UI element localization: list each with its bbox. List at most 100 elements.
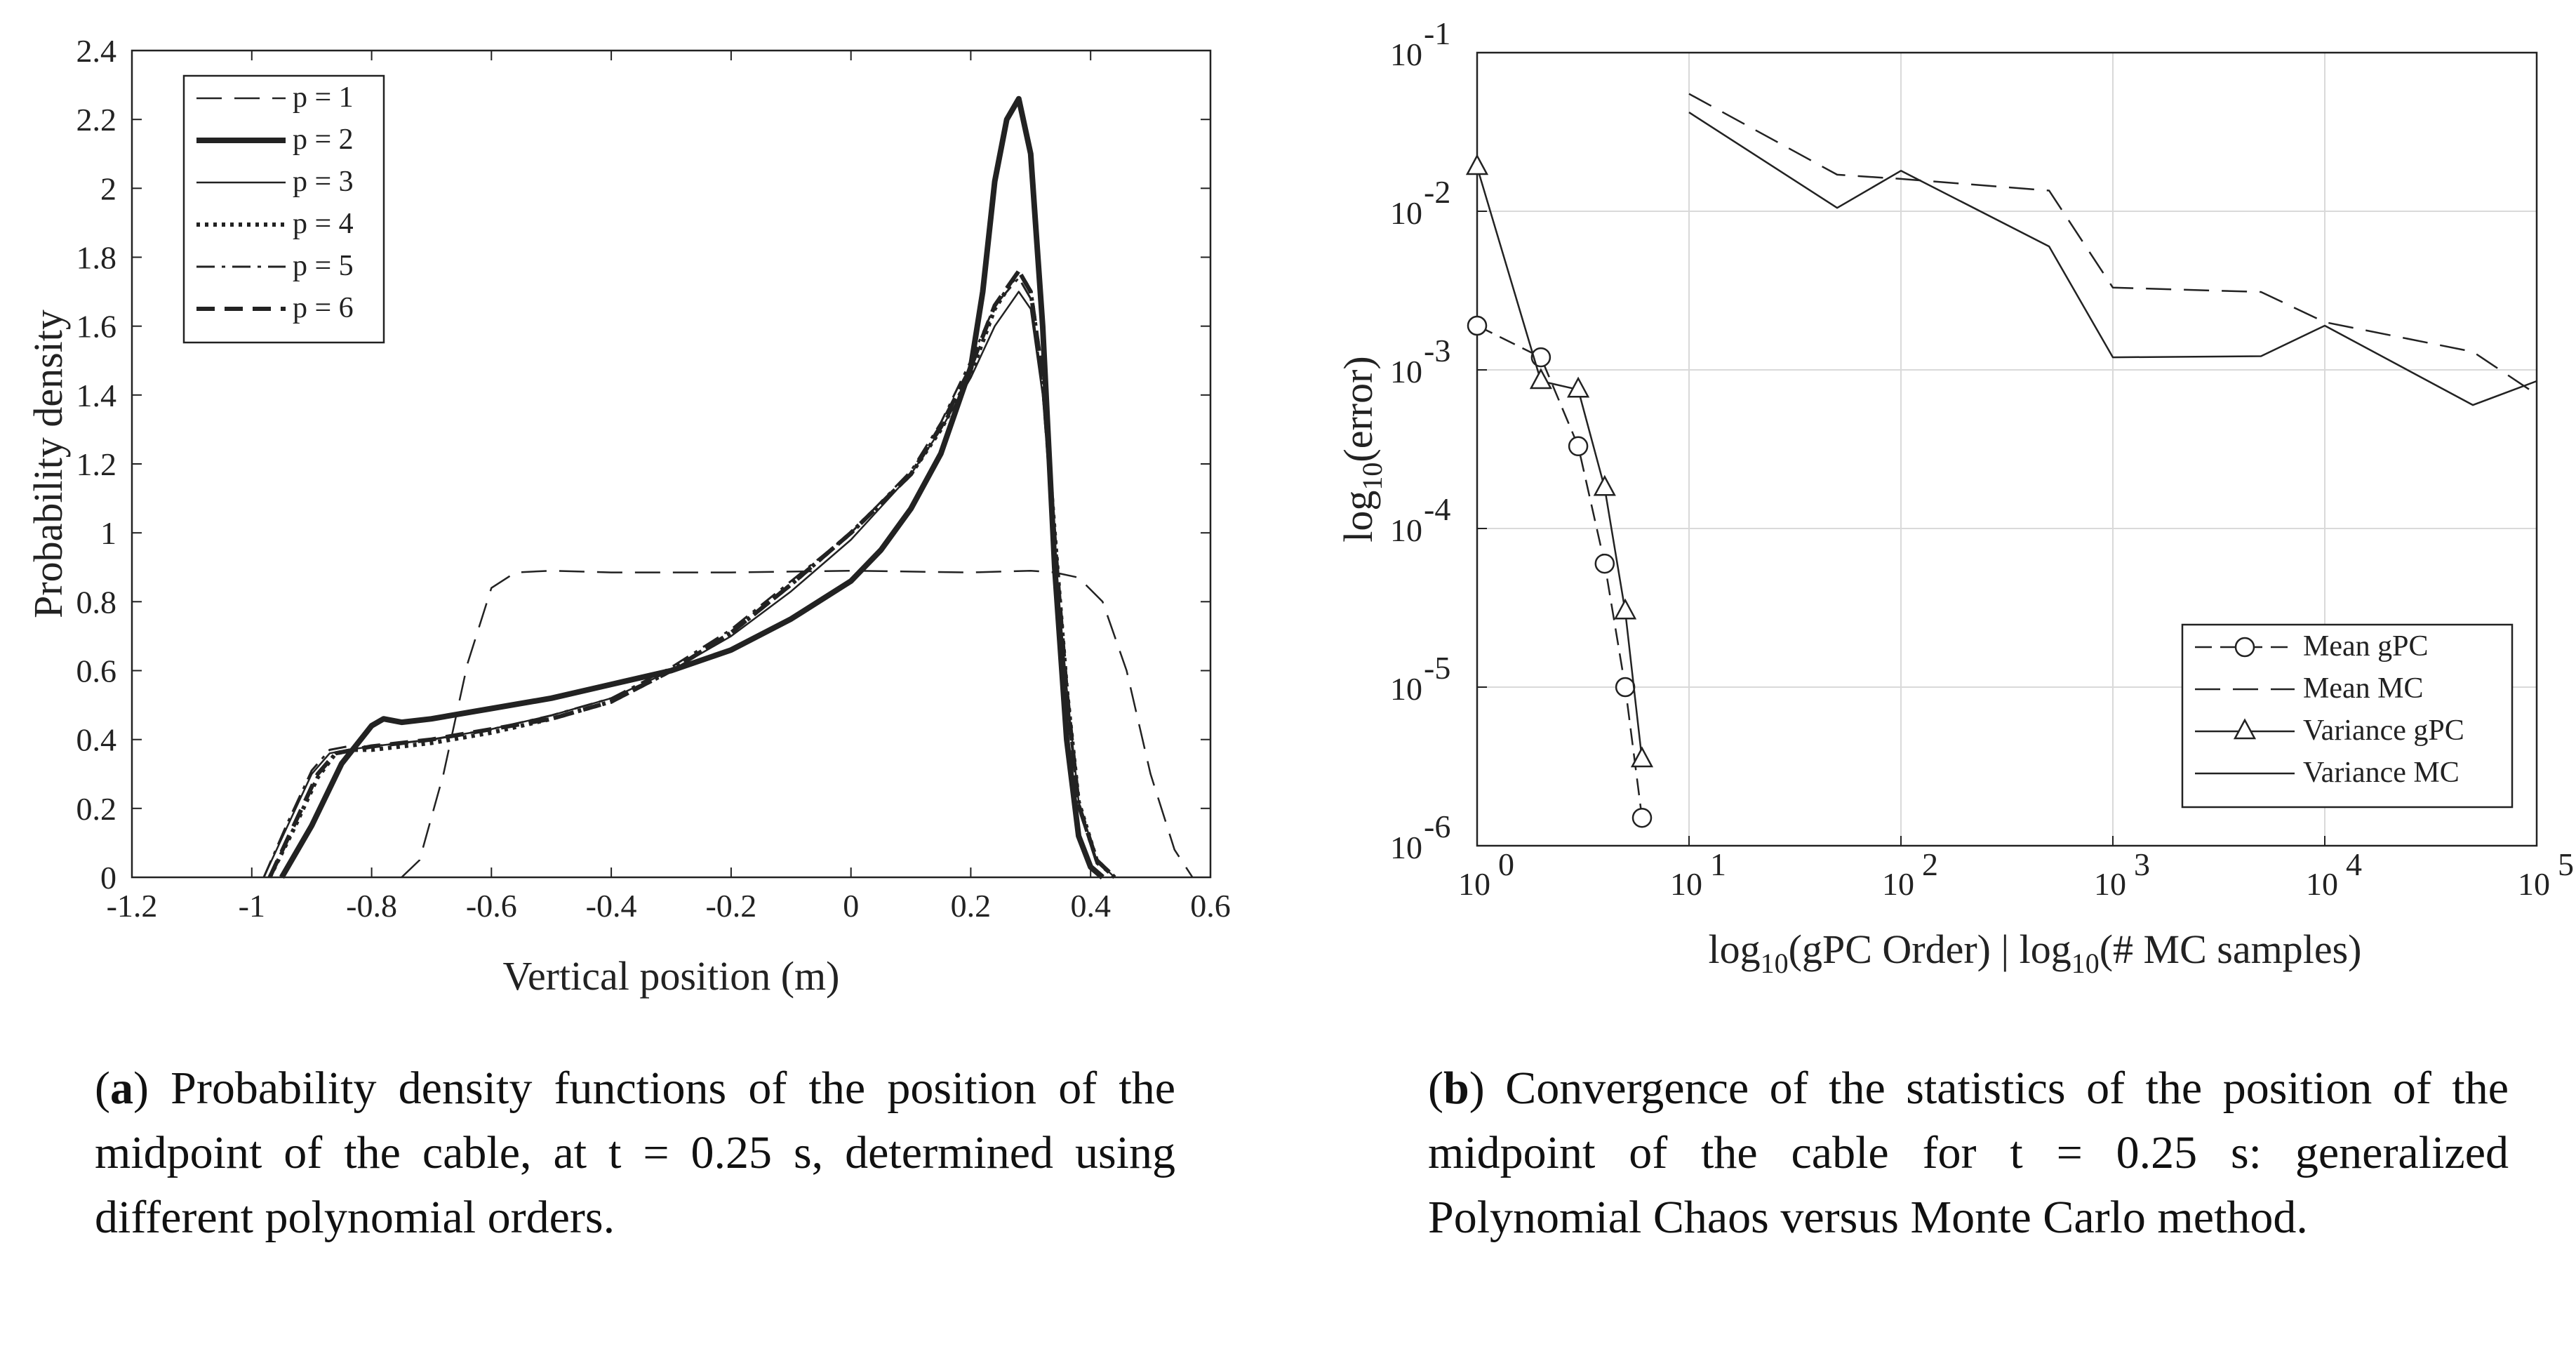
series-line-Variance-gPC (1476, 166, 1643, 760)
legend-b-label: Mean gPC (2303, 630, 2429, 663)
series-line-p2 (279, 95, 1105, 880)
marker-circle-Mean-gPC (1467, 315, 1488, 336)
y-axis-label-b-part: log (1335, 491, 1381, 543)
x-tick-exponent-b: 4 (2346, 846, 2362, 882)
marker-triangle-Variance-gPC (1593, 474, 1616, 496)
series-line-p4 (267, 269, 1116, 879)
caption-b-label: b (1443, 1063, 1469, 1114)
x-tick-exponent-b: 2 (1922, 846, 1938, 882)
marker-circle-Mean-gPC (1568, 436, 1589, 457)
series-line-Variance-MC (1688, 112, 2537, 406)
legend-b-box (2181, 623, 2514, 809)
marker-triangle-Variance-gPC (1465, 154, 1489, 175)
marker-circle-Mean-gPC (1594, 553, 1615, 574)
y-tick-label-a: 0.8 (76, 584, 117, 620)
x-tick-label-a: -0.2 (705, 888, 756, 924)
series-line-p3 (262, 291, 1116, 878)
marker-circle-Mean-gPC (1615, 677, 1636, 698)
legend-a-label: p = 1 (293, 81, 354, 114)
x-tick-label-a: -0.6 (466, 888, 517, 924)
y-tick-exponent-b: -5 (1424, 650, 1450, 686)
x-tick-label-b: 10 (1882, 866, 1914, 902)
chart-b: 10010110210310410510-610-510-410-310-210… (1335, 15, 2574, 979)
y-tick-label-a: 1.2 (76, 446, 117, 482)
x-tick-label-a: -1.2 (107, 888, 158, 924)
caption-a: (a) Probability density functions of the… (95, 1063, 1175, 1243)
legend-a-label: p = 4 (293, 208, 354, 240)
series-line-Mean-gPC (1476, 324, 1643, 818)
x-axis-label-a: Vertical position (m) (502, 953, 839, 999)
y-tick-label-a: 1.4 (76, 378, 117, 413)
y-tick-label-a: 0 (100, 860, 116, 896)
x-tick-exponent-b: 1 (1710, 846, 1726, 882)
x-tick-label-a: -1 (239, 888, 265, 924)
y-tick-exponent-b: -1 (1424, 15, 1450, 51)
x-tick-exponent-b: 5 (2558, 846, 2574, 882)
x-axis-label-b-sub: 10 (1761, 948, 1789, 979)
y-axis-label-b-part: (error) (1335, 356, 1381, 462)
x-tick-label-b: 10 (2094, 866, 2126, 902)
x-tick-label-a: -0.8 (346, 888, 397, 924)
y-tick-exponent-b: -6 (1424, 809, 1450, 844)
caption-b: (b) Convergence of the statistics of the… (1428, 1063, 2509, 1243)
x-axis-label-b: log10(gPC Order) | log10(# MC samples) (1709, 926, 2362, 979)
y-tick-label-b: 10 (1390, 512, 1422, 548)
legend-a-label: p = 5 (293, 250, 354, 282)
x-tick-label-a: -0.4 (586, 888, 637, 924)
series-line-Mean-MC (1688, 93, 2537, 396)
x-tick-label-a: 0.6 (1190, 888, 1231, 924)
x-axis-label-b-part: log (1709, 926, 1761, 972)
legend-a-box (182, 74, 385, 344)
y-tick-exponent-b: -3 (1424, 333, 1450, 368)
legend-a-label: p = 2 (293, 124, 354, 156)
y-axis-label-b: log10(error) (1335, 356, 1388, 542)
y-tick-label-a: 2.2 (76, 102, 117, 138)
series-line-p5 (262, 277, 1116, 879)
x-tick-exponent-b: 0 (1498, 846, 1514, 882)
y-tick-label-a: 1.6 (76, 309, 117, 345)
y-axis-label-b-sub: 10 (1356, 463, 1388, 491)
y-tick-label-b: 10 (1390, 195, 1422, 231)
caption-a-text: Probability density functions of the pos… (95, 1063, 1175, 1243)
y-axis-label-a: Probability density (25, 310, 71, 618)
marker-circle-Mean-gPC (2234, 637, 2255, 658)
x-axis-label-b-part: (# MC samples) (2100, 926, 2362, 972)
x-axis-label-b-sub: 10 (2071, 948, 2100, 979)
y-tick-exponent-b: -4 (1424, 491, 1450, 527)
marker-triangle-Variance-gPC (1630, 746, 1654, 768)
y-tick-label-a: 2 (100, 171, 116, 206)
marker-triangle-Variance-gPC (1614, 598, 1637, 620)
x-tick-label-b: 10 (2518, 866, 2550, 902)
x-tick-label-a: 0.4 (1070, 888, 1111, 924)
chart-a: -1.2 -1 -0.8 -0.6 -0.4 -0.2 0 0.2 0.4 0.6 0 0.2 0.4 0… (25, 33, 1231, 999)
marker-triangle-Variance-gPC (1529, 368, 1552, 390)
legend-b-label: Mean MC (2303, 672, 2424, 705)
x-tick-label-a: 0.2 (951, 888, 992, 924)
series-line-p6 (267, 269, 1116, 879)
legend-a-label: p = 6 (293, 292, 354, 324)
series-line-p1 (401, 569, 1194, 878)
x-tick-label-b: 10 (1458, 866, 1490, 902)
y-tick-label-b: 10 (1390, 671, 1422, 707)
x-tick-label-a: 0 (843, 888, 859, 924)
y-tick-label-a: 1 (100, 515, 116, 551)
legend-b-label: Variance MC (2303, 757, 2460, 789)
y-tick-label-b: 10 (1390, 354, 1422, 390)
x-tick-label-b: 10 (1670, 866, 1702, 902)
x-tick-exponent-b: 3 (2134, 846, 2150, 882)
y-tick-label-a: 0.6 (76, 653, 117, 689)
x-tick-label-b: 10 (2306, 866, 2338, 902)
y-tick-label-b: 10 (1390, 36, 1422, 72)
y-tick-label-a: 1.8 (76, 240, 117, 276)
y-tick-label-a: 2.4 (76, 33, 117, 69)
marker-circle-Mean-gPC (1530, 347, 1551, 368)
marker-circle-Mean-gPC (1631, 807, 1653, 828)
y-tick-exponent-b: -2 (1424, 174, 1450, 210)
caption-b-text: Convergence of the statistics of the pos… (1428, 1063, 2509, 1243)
marker-triangle-Variance-gPC (1567, 376, 1590, 398)
plot-frame-b (1476, 51, 2538, 847)
y-tick-label-b: 10 (1390, 830, 1422, 865)
legend-b-label: Variance gPC (2303, 714, 2464, 747)
caption-a-label: a (109, 1063, 133, 1114)
